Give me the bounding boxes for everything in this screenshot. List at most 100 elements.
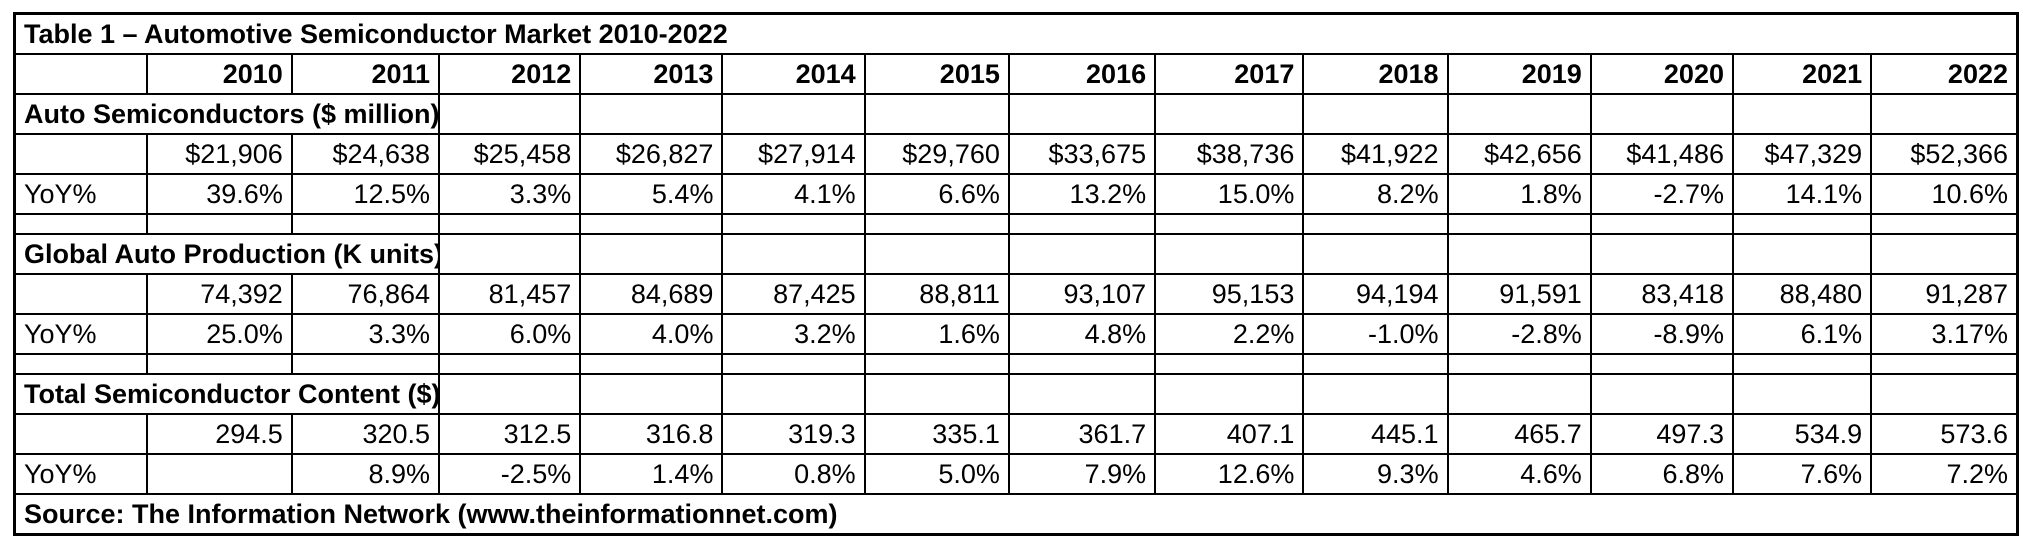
spacer-cell [438, 353, 582, 375]
yoy-cell: 2.2% [1154, 313, 1305, 355]
table-title: Table 1 – Automotive Semiconductor Marke… [13, 12, 2019, 55]
empty-cell [1302, 93, 1449, 135]
year-header-2016: 2016 [1007, 53, 1157, 95]
value-cell: 335.1 [863, 413, 1010, 455]
spacer-cell [721, 213, 866, 235]
empty-cell [1154, 93, 1305, 135]
value-cell: 534.9 [1731, 413, 1873, 455]
value-cell: 316.8 [579, 413, 724, 455]
empty-cell [1731, 93, 1873, 135]
yoy-row-label: YoY% [13, 313, 148, 355]
yoy-cell: 6.1% [1731, 313, 1873, 355]
spacer-cell [290, 213, 441, 235]
yoy-cell: 4.1% [721, 173, 866, 215]
empty-cell [1154, 373, 1305, 415]
value-cell: $25,458 [438, 133, 582, 175]
values-row-label [13, 273, 148, 315]
value-cell: 445.1 [1302, 413, 1449, 455]
spacer-cell [1154, 353, 1305, 375]
yoy-cell: 4.0% [579, 313, 724, 355]
title-row: Table 1 – Automotive Semiconductor Marke… [13, 12, 2019, 55]
empty-cell [1589, 233, 1734, 275]
yoy-cell: 6.6% [863, 173, 1010, 215]
value-cell: 91,287 [1870, 273, 2019, 315]
yoy-cell: 6.8% [1589, 453, 1734, 495]
empty-cell [1589, 93, 1734, 135]
yoy-cell: 7.9% [1007, 453, 1157, 495]
yoy-cell: 39.6% [145, 173, 293, 215]
source-row: Source: The Information Network (www.the… [13, 493, 2019, 536]
source-note: Source: The Information Network (www.the… [13, 493, 2019, 536]
year-header-2012: 2012 [438, 53, 582, 95]
value-cell: $33,675 [1007, 133, 1157, 175]
yoy-cell: -1.0% [1302, 313, 1449, 355]
yoy-cell: 13.2% [1007, 173, 1157, 215]
empty-cell [438, 233, 582, 275]
yoy-cell: 3.17% [1870, 313, 2019, 355]
yoy-cell: 8.2% [1302, 173, 1449, 215]
empty-cell [1302, 233, 1449, 275]
value-cell: 88,480 [1731, 273, 1873, 315]
value-cell: 320.5 [290, 413, 441, 455]
empty-cell [1007, 233, 1157, 275]
empty-cell [863, 233, 1010, 275]
spacer-cell [1302, 213, 1449, 235]
value-cell: 465.7 [1446, 413, 1592, 455]
section-heading-row: Auto Semiconductors ($ million) [13, 93, 2019, 135]
value-cell: 91,591 [1446, 273, 1592, 315]
value-cell: 88,811 [863, 273, 1010, 315]
spacer-cell [1302, 353, 1449, 375]
yoy-row: YoY% 39.6% 12.5% 3.3% 5.4% 4.1% 6.6% 13.2% 15.0%… [13, 173, 2019, 215]
spacer-cell [13, 353, 148, 375]
value-cell: 83,418 [1589, 273, 1734, 315]
yoy-cell: 5.0% [863, 453, 1010, 495]
value-cell: $47,329 [1731, 133, 1873, 175]
year-header-2017: 2017 [1154, 53, 1305, 95]
value-cell: 74,392 [145, 273, 293, 315]
empty-cell [579, 373, 724, 415]
spacer-cell [1589, 353, 1734, 375]
spacer-row [13, 213, 2019, 235]
year-header-row: 2010 2011 2012 2013 2014 2015 2016 2017 2018 2019… [13, 53, 2019, 95]
spacer-cell [1446, 213, 1592, 235]
spacer-cell [13, 213, 148, 235]
empty-cell [438, 373, 582, 415]
yoy-cell: 10.6% [1870, 173, 2019, 215]
value-cell: $26,827 [579, 133, 724, 175]
spacer-cell [290, 353, 441, 375]
yoy-cell: 1.6% [863, 313, 1010, 355]
value-cell: $52,366 [1870, 133, 2019, 175]
value-cell: 407.1 [1154, 413, 1305, 455]
empty-cell [1154, 233, 1305, 275]
empty-cell [1446, 93, 1592, 135]
yoy-cell: 1.8% [1446, 173, 1592, 215]
spacer-cell [863, 353, 1010, 375]
year-header-2013: 2013 [579, 53, 724, 95]
spacer-cell [1731, 353, 1873, 375]
value-cell: $21,906 [145, 133, 293, 175]
values-row-label [13, 413, 148, 455]
values-row-label [13, 133, 148, 175]
yoy-cell: -2.7% [1589, 173, 1734, 215]
yoy-row-label: YoY% [13, 173, 148, 215]
spacer-cell [1007, 353, 1157, 375]
empty-cell [438, 93, 582, 135]
empty-cell [721, 233, 866, 275]
yoy-cell: 25.0% [145, 313, 293, 355]
yoy-cell [145, 453, 293, 495]
value-cell: $41,922 [1302, 133, 1449, 175]
yoy-cell: -2.8% [1446, 313, 1592, 355]
spacer-cell [1007, 213, 1157, 235]
empty-cell [1731, 373, 1873, 415]
value-cell: $42,656 [1446, 133, 1592, 175]
value-cell: 361.7 [1007, 413, 1157, 455]
yoy-cell: 1.4% [579, 453, 724, 495]
value-cell: 312.5 [438, 413, 582, 455]
spacer-row [13, 353, 2019, 375]
yoy-cell: 3.2% [721, 313, 866, 355]
yoy-cell: 8.9% [290, 453, 441, 495]
year-header-2018: 2018 [1302, 53, 1449, 95]
yoy-row: YoY% 25.0% 3.3% 6.0% 4.0% 3.2% 1.6% 4.8% 2.2% -1.… [13, 313, 2019, 355]
market-table: Table 1 – Automotive Semiconductor Marke… [13, 12, 2019, 536]
values-row: 74,392 76,864 81,457 84,689 87,425 88,811 93,1… [13, 273, 2019, 315]
